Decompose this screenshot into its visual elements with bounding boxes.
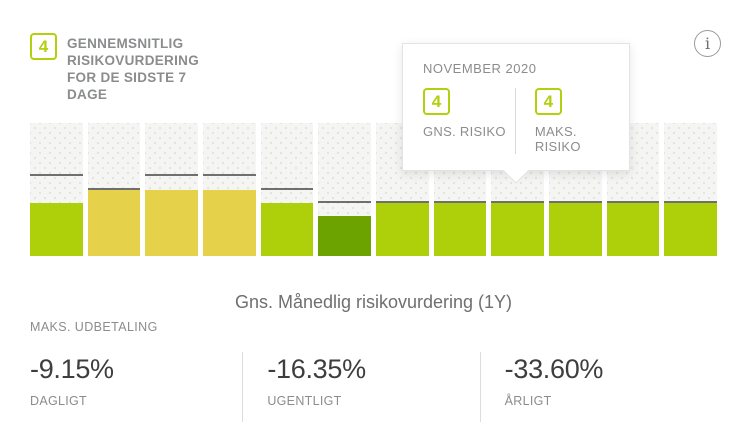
avg-risk-bar <box>87 189 141 256</box>
stat-weekly-period: UGENTLIGT <box>267 394 342 408</box>
chart-column[interactable] <box>203 123 256 256</box>
chart-column[interactable] <box>145 123 199 256</box>
max-risk-line <box>491 200 545 203</box>
chart-caption: Gns. Månedlig risikovurdering (1Y) <box>234 292 513 312</box>
avg-risk-label: GNS. RISIKO <box>423 124 506 139</box>
avg-risk-bar <box>203 189 256 256</box>
avg-risk-bar <box>606 202 660 256</box>
max-risk-line <box>318 200 372 203</box>
avg-risk-bar <box>664 202 718 256</box>
max-risk-line <box>87 187 141 190</box>
max-risk-line <box>606 200 660 203</box>
tooltip-month-label: NOVEMBER 2020 <box>423 61 537 76</box>
avg-risk-bar <box>318 216 372 256</box>
stat-daily-value: -9.15% <box>30 354 114 384</box>
avg-risk-bar <box>491 202 545 256</box>
chart-column[interactable] <box>318 123 372 256</box>
max-risk-badge: 4 <box>534 88 562 115</box>
tooltip-max-risk: 4 MAKS. RISIKO <box>516 88 609 154</box>
drawdown-stats: -9.15% DAGLIGT -16.35% UGENTLIGT -33.60%… <box>30 352 717 422</box>
stat-daily: -9.15% DAGLIGT <box>30 352 242 422</box>
current-risk-badge: 4 <box>30 33 57 60</box>
stat-yearly: -33.60% ÅRLIGT <box>479 352 717 422</box>
tooltip-avg-risk: 4 GNS. RISIKO <box>423 88 516 154</box>
chart-column[interactable] <box>30 123 83 256</box>
chart-column[interactable] <box>664 123 718 256</box>
avg-risk-bar <box>260 202 314 256</box>
max-risk-line <box>433 200 487 203</box>
chart-column[interactable] <box>260 123 314 256</box>
avg-risk-bar <box>145 189 199 256</box>
max-drawdown-label: MAKS. UDBETALING <box>30 320 158 334</box>
max-risk-line <box>145 174 199 177</box>
avg-risk-bar <box>30 202 83 256</box>
avg-risk-bar <box>433 202 487 256</box>
avg-risk-bar <box>549 202 602 256</box>
stat-weekly-value: -16.35% <box>267 354 366 384</box>
stat-yearly-period: ÅRLIGT <box>504 394 552 408</box>
header: 4 GENNEMSNITLIG RISIKOVURDERING FOR DE S… <box>30 33 215 103</box>
avg-risk-bar <box>376 202 429 256</box>
stat-daily-period: DAGLIGT <box>30 394 87 408</box>
max-risk-label: MAKS. RISIKO <box>534 124 581 154</box>
chart-column[interactable] <box>87 123 141 256</box>
page-title: GENNEMSNITLIG RISIKOVURDERING FOR DE SID… <box>67 36 200 102</box>
max-risk-line <box>203 174 256 177</box>
avg-risk-badge: 4 <box>423 88 450 115</box>
max-risk-line <box>260 187 314 190</box>
tooltip-values-row: 4 GNS. RISIKO 4 MAKS. RISIKO <box>423 88 609 154</box>
max-risk-line <box>376 200 429 203</box>
max-risk-line <box>549 200 602 203</box>
max-risk-line <box>30 174 83 177</box>
max-risk-line <box>664 200 718 203</box>
info-icon[interactable]: i <box>694 30 721 57</box>
chart-tooltip: NOVEMBER 2020 4 GNS. RISIKO 4 MAKS. RISI… <box>402 43 630 184</box>
stat-yearly-value: -33.60% <box>504 354 604 384</box>
stat-weekly: -16.35% UGENTLIGT <box>242 352 479 422</box>
